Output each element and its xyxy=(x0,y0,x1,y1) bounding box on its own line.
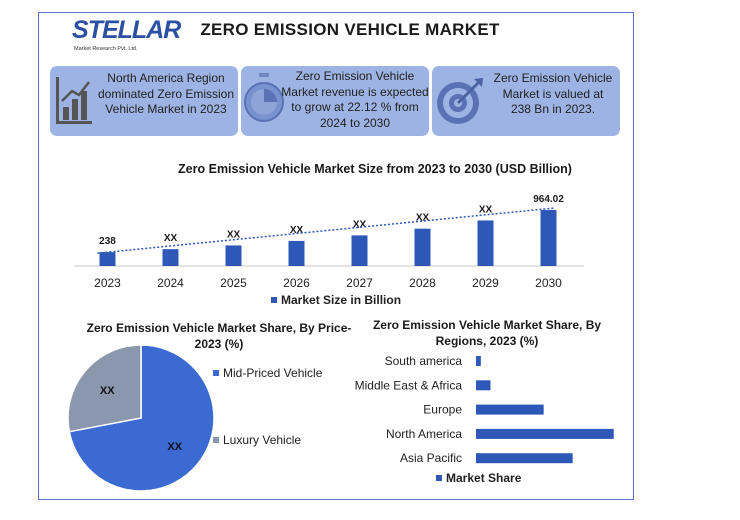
data-label-2028: XX xyxy=(416,213,430,224)
tick-label-2027: 2027 xyxy=(346,276,373,290)
tick-label-2025: 2025 xyxy=(220,276,247,290)
info-value-line-3: 238 Bn in 2023. xyxy=(510,102,596,116)
price-share-pie-chart: XX XX Mid-Priced Vehicle Luxury Vehicle xyxy=(67,344,323,492)
brand-tagline: Market Research Pvt. Ltd. xyxy=(74,46,138,52)
region-label-0: South america xyxy=(385,354,463,368)
region-label-2: Europe xyxy=(423,403,462,417)
legend-label-market-size: Market Size in Billion xyxy=(281,293,401,307)
region-label-1: Middle East & Africa xyxy=(355,378,463,392)
tick-label-2030: 2030 xyxy=(535,276,562,290)
data-label-2026: XX xyxy=(290,225,304,236)
info-value-line-1: Zero Emission Vehicle xyxy=(493,71,613,85)
brand-name: TELLAR xyxy=(87,16,182,44)
info-growth-line-1: Zero Emission Vehicle xyxy=(295,69,415,83)
bar-2026 xyxy=(288,240,305,266)
data-label-2030: 964.02 xyxy=(533,194,564,205)
info-growth-line-2: Market revenue is expected xyxy=(281,84,429,99)
bar-2023 xyxy=(99,252,116,266)
info-value-line-2: Market is valued at xyxy=(502,86,604,101)
info-growth-line-4: 2024 to 2030 xyxy=(319,115,391,130)
bar-2027 xyxy=(351,235,368,266)
region-bar-3 xyxy=(476,428,614,439)
region-legend-label: Market Share xyxy=(446,471,522,485)
info-region-line-3: Vehicle Market in 2023 xyxy=(105,102,227,116)
bar-2030 xyxy=(540,210,557,266)
info-growth-line-3: to grow at 22.12 % from xyxy=(291,100,419,114)
pie-legend-swatch-1 xyxy=(213,437,219,443)
target-icon xyxy=(437,78,483,124)
region-bar-1 xyxy=(476,380,491,391)
region-bar-2 xyxy=(476,404,544,415)
bar-2024 xyxy=(162,249,179,266)
region-bar-4 xyxy=(476,453,573,464)
tick-label-2029: 2029 xyxy=(472,276,499,290)
region-legend-swatch xyxy=(436,475,442,481)
pie-legend-label-1: Luxury Vehicle xyxy=(223,433,301,447)
tick-label-2024: 2024 xyxy=(157,276,184,290)
brand-logo: STELLAR Market Research Pvt. Ltd. xyxy=(72,16,181,56)
info-box-growth: Zero Emission Vehicle Market revenue is … xyxy=(241,66,429,136)
bar-2025 xyxy=(225,245,242,266)
market-size-bar-chart: 238 2023 XX 2024 XX 2025 XX 2026 XX 2027 XX 2028 XX 2… xyxy=(74,194,584,307)
info-box-valuation: Zero Emission Vehicle Market is valued a… xyxy=(432,66,620,136)
legend-swatch-market-size xyxy=(271,297,277,303)
pie-legend-swatch-0 xyxy=(213,370,219,376)
pie-slice-luxury-vehicle xyxy=(67,344,142,433)
info-box-region: North America Region dominated Zero Emis… xyxy=(50,66,238,136)
region-label-4: Asia Pacific xyxy=(400,451,462,465)
page-title: ZERO EMISSION VEHICLE MARKET xyxy=(200,20,500,39)
data-label-2025: XX xyxy=(227,229,241,240)
data-label-2029: XX xyxy=(479,204,493,215)
region-bar-0 xyxy=(476,356,481,366)
bar-chart-title: Zero Emission Vehicle Market Size from 2… xyxy=(178,162,572,176)
pie-chart-title: Zero Emission Vehicle Market Share, By P… xyxy=(86,321,352,351)
region-share-bar-chart: South america Middle East & Africa Europe N… xyxy=(355,354,614,485)
data-label-2027: XX xyxy=(353,219,367,230)
stopwatch-icon xyxy=(244,73,284,122)
region-label-3: North America xyxy=(386,427,462,441)
pie-label-1: XX xyxy=(100,385,115,397)
bar-chart-icon xyxy=(56,77,92,124)
info-region-line-1: North America Region xyxy=(107,71,225,85)
data-label-2024: XX xyxy=(164,233,178,244)
tick-label-2028: 2028 xyxy=(409,276,436,290)
pie-label-0: XX xyxy=(167,441,182,453)
pie-legend-label-0: Mid-Priced Vehicle xyxy=(223,366,323,380)
data-label-2023: 238 xyxy=(99,236,116,247)
tick-label-2026: 2026 xyxy=(283,276,310,290)
info-region-line-2: dominated Zero Emission xyxy=(97,86,235,101)
brand-initial: S xyxy=(72,16,89,44)
tick-label-2023: 2023 xyxy=(94,276,121,290)
brand-wordmark: STELLAR xyxy=(72,16,182,45)
bar-2029 xyxy=(477,220,494,266)
region-chart-title: Zero Emission Vehicle Market Share, By R… xyxy=(372,318,602,348)
bar-2028 xyxy=(414,228,431,266)
trend-line xyxy=(97,207,555,254)
